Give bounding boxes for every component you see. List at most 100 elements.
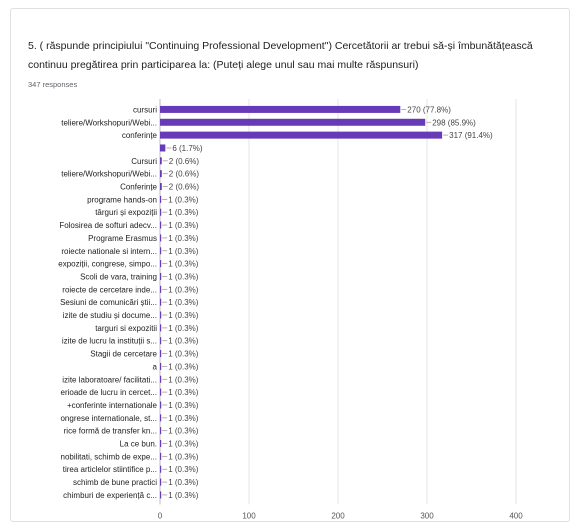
- category-label: tirea articlelor stiintifice p...: [63, 465, 157, 474]
- bar: [160, 465, 162, 473]
- bar: [160, 285, 162, 293]
- question-title: 5. ( răspunde principiului "Continuing P…: [28, 40, 533, 71]
- category-label: conferințe: [122, 131, 158, 140]
- bar: [160, 170, 162, 178]
- value-label: 1 (0.3%): [168, 350, 199, 359]
- bar: [160, 105, 401, 113]
- bar: [160, 401, 162, 409]
- bar: [160, 375, 162, 383]
- bar: [160, 362, 162, 370]
- category-label: programe hands-on: [87, 195, 157, 204]
- value-label: 1 (0.3%): [168, 401, 199, 410]
- bar: [160, 260, 162, 268]
- category-label: roiecte nationale si intern...: [61, 247, 157, 256]
- category-label: târguri și expoziții: [95, 208, 157, 217]
- category-label: cursuri: [133, 105, 157, 114]
- category-label: Folosirea de softuri adecv...: [59, 221, 157, 230]
- bar: [160, 221, 162, 229]
- bar: [160, 272, 162, 280]
- chart-card: [10, 8, 570, 522]
- category-label: teliere/Workshopuri/Webi...: [61, 170, 157, 179]
- value-label: 1 (0.3%): [168, 375, 199, 384]
- bar: [160, 427, 162, 435]
- category-label: ongrese internationale, st...: [60, 414, 157, 423]
- value-label: 2 (0.6%): [169, 170, 200, 179]
- bar: [160, 311, 162, 319]
- category-label: roiecte de cercetare inde...: [62, 285, 157, 294]
- category-label: targuri si expozitii: [95, 324, 157, 333]
- bar: [160, 324, 162, 332]
- value-label: 1 (0.3%): [168, 260, 199, 269]
- value-label: 270 (77.8%): [407, 105, 451, 114]
- value-label: 1 (0.3%): [168, 427, 199, 436]
- bar: [160, 195, 162, 203]
- bar: [160, 350, 162, 358]
- value-label: 2 (0.6%): [169, 157, 200, 166]
- x-tick-label: 400: [509, 511, 523, 520]
- value-label: 6 (1.7%): [172, 144, 203, 153]
- category-label: rice formă de transfer kn...: [64, 427, 157, 436]
- value-label: 1 (0.3%): [168, 440, 199, 449]
- bars: [160, 105, 443, 499]
- value-label: 1 (0.3%): [168, 478, 199, 487]
- response-count: 347 responses: [28, 80, 78, 89]
- value-label: 1 (0.3%): [168, 247, 199, 256]
- x-tick-label: 0: [158, 511, 163, 520]
- value-label: 2 (0.6%): [169, 183, 200, 192]
- value-label: 1 (0.3%): [168, 221, 199, 230]
- bar: [160, 414, 162, 422]
- category-label: erioade de lucru in cercet...: [61, 388, 158, 397]
- labels: 0 100 200 300 400 cursuri 270 (77.8%) teliere/W…: [58, 105, 523, 520]
- value-label: 1 (0.3%): [168, 414, 199, 423]
- bar: [160, 440, 162, 448]
- value-label: 317 (91.4%): [449, 131, 493, 140]
- category-label: teliere/Workshopuri/Webi...: [61, 118, 157, 127]
- value-label: 1 (0.3%): [168, 195, 199, 204]
- bar: [160, 234, 162, 242]
- value-label: 1 (0.3%): [168, 324, 199, 333]
- bar: [160, 247, 162, 255]
- bar: [160, 298, 162, 306]
- bar: [160, 131, 443, 139]
- value-label: 1 (0.3%): [168, 234, 199, 243]
- bar: [160, 491, 162, 499]
- value-label: 298 (85.9%): [432, 118, 476, 127]
- category-label: Scoli de vara, training: [80, 272, 157, 281]
- category-label: izite laboratoare/ facilitati...: [62, 375, 157, 384]
- bar: [160, 144, 166, 152]
- category-label: Cursuri: [131, 157, 157, 166]
- x-tick-label: 200: [331, 511, 345, 520]
- category-label: Sesiuni de comunicări știi...: [60, 298, 157, 307]
- value-label: 1 (0.3%): [168, 272, 199, 281]
- category-label: a: [153, 362, 158, 371]
- category-label: Programe Erasmus: [88, 234, 157, 243]
- value-label: 1 (0.3%): [168, 298, 199, 307]
- value-label: 1 (0.3%): [168, 311, 199, 320]
- bar: [160, 183, 162, 191]
- category-label: +conferinte internationale: [67, 401, 158, 410]
- grid-lines: [159, 99, 517, 505]
- category-label: izite de studiu și docume...: [63, 311, 157, 320]
- value-label: 1 (0.3%): [168, 388, 199, 397]
- value-label: 1 (0.3%): [168, 337, 199, 346]
- value-label: 1 (0.3%): [168, 465, 199, 474]
- category-label: Conferințe: [120, 183, 157, 192]
- category-label: izite de lucru la instituții s...: [62, 337, 157, 346]
- value-label: 1 (0.3%): [168, 491, 199, 500]
- category-label: nobilitati, schimb de expe...: [61, 452, 158, 461]
- value-label: 1 (0.3%): [168, 362, 199, 371]
- x-tick-label: 300: [420, 511, 434, 520]
- category-label: expoziții, congrese, simpo...: [58, 260, 157, 269]
- category-label: chimburi de experiență c...: [63, 491, 157, 500]
- bar: [160, 118, 426, 126]
- category-label: La ce bun.: [120, 440, 157, 449]
- bar: [160, 208, 162, 216]
- bar: [160, 157, 162, 165]
- bar: [160, 478, 162, 486]
- bar: [160, 452, 162, 460]
- category-label: Stagii de cercetare: [90, 350, 157, 359]
- value-label: 1 (0.3%): [168, 285, 199, 294]
- x-tick-label: 100: [242, 511, 256, 520]
- bar: [160, 337, 162, 345]
